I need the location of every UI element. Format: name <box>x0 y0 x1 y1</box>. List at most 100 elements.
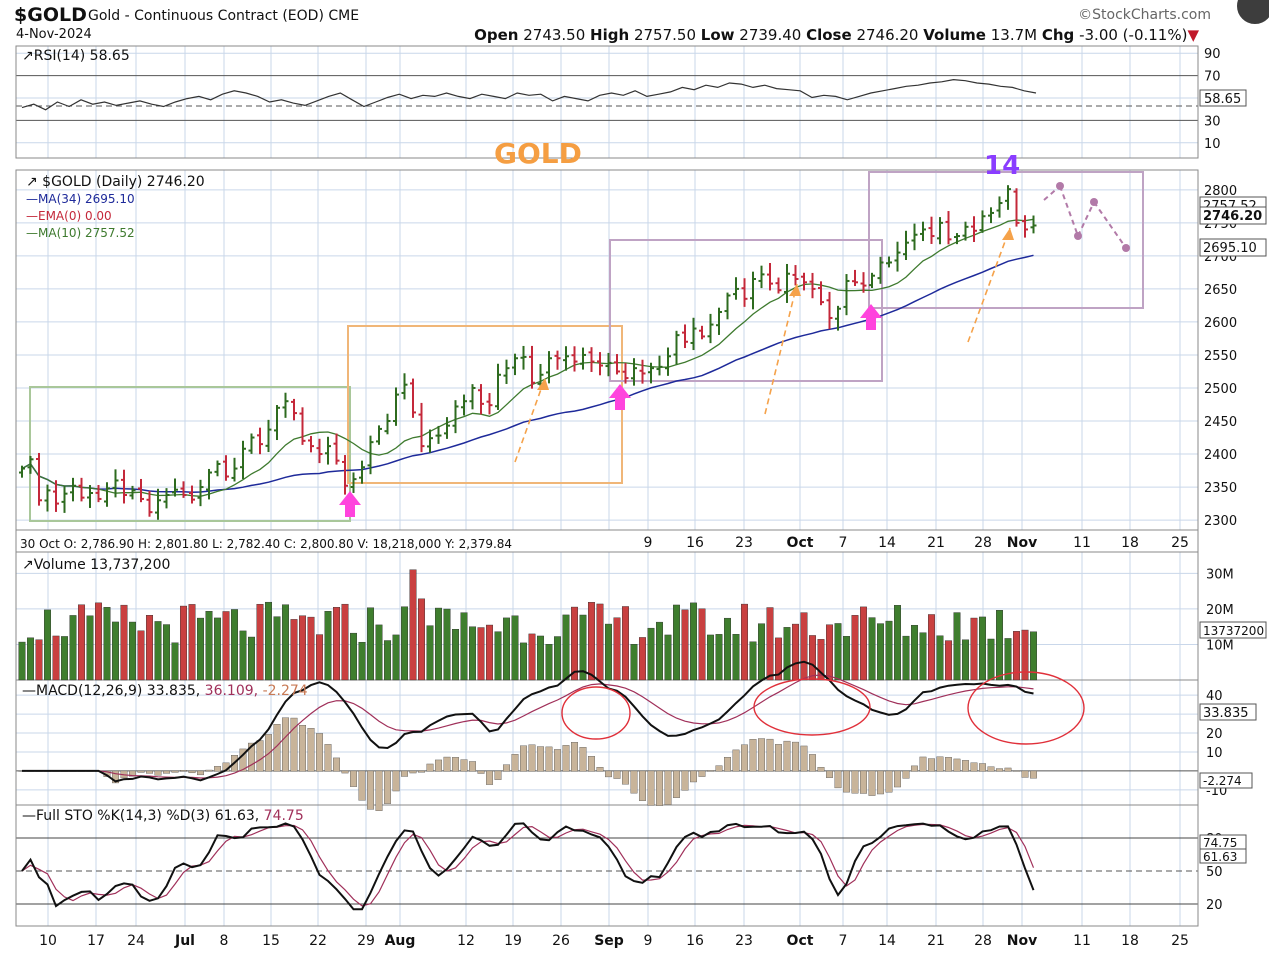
price-tick-label: 2300 <box>1204 514 1237 529</box>
price-bar <box>172 478 178 497</box>
macd-hist-bar <box>596 767 604 772</box>
gold-annotation: GOLD <box>494 137 582 170</box>
price-bar <box>214 460 221 477</box>
volume-legend: ↗Volume 13,737,200 <box>22 557 170 573</box>
price-bar <box>682 324 688 349</box>
volume-bar <box>1013 631 1021 681</box>
macd-hist-bar <box>868 770 876 796</box>
macd-hist-bar <box>953 758 961 772</box>
price-bar <box>112 469 119 498</box>
price-bar <box>180 481 187 498</box>
volume-bar <box>996 610 1004 681</box>
price-bar <box>818 281 824 306</box>
volume-bar <box>494 631 502 681</box>
macd-hist-bar <box>290 717 298 772</box>
macd-hist-bar <box>732 749 740 772</box>
price-bar <box>597 352 603 376</box>
volume-bar <box>605 623 613 681</box>
price-bar <box>784 263 790 303</box>
macd-hist-bar <box>630 770 638 794</box>
macd-hist-bar <box>213 766 221 772</box>
macd-hist-bar <box>970 762 978 772</box>
macd-tick-label: 10 <box>1206 746 1223 761</box>
price-bar <box>945 211 952 245</box>
macd-hist-bar <box>367 770 375 810</box>
macd-hist-bar <box>928 758 936 772</box>
volume-bar <box>537 635 545 681</box>
macd-highlight-circle <box>561 686 631 740</box>
price-bar <box>121 469 127 504</box>
volume-bar <box>213 617 221 681</box>
macd-hist-bar <box>605 770 613 778</box>
volume-bar <box>571 606 579 681</box>
macd-hist-bar <box>715 765 723 772</box>
bottom-x-label: 10 <box>39 933 57 949</box>
macd-hist-bar <box>766 738 774 772</box>
volume-bar <box>511 615 519 681</box>
price-bar <box>801 272 807 291</box>
macd-hist-bar <box>562 745 570 772</box>
macd-hist-bar <box>885 770 893 793</box>
volume-bar <box>775 637 783 681</box>
price-bar <box>231 457 238 482</box>
volume-bar <box>265 601 273 681</box>
sto-k-label: 74.75 <box>1203 836 1237 850</box>
volume-bar <box>256 603 264 681</box>
volume-bar <box>426 625 434 681</box>
volume-bar <box>179 605 187 681</box>
price-x-label: 28 <box>974 535 992 551</box>
price-bar <box>954 233 960 245</box>
price-bar <box>486 393 493 415</box>
symbol-title: $GOLD <box>14 4 87 26</box>
price-bar <box>469 384 476 410</box>
macd-hist-bar <box>316 733 324 772</box>
sto-k-line <box>21 822 1035 911</box>
volume-bar <box>800 612 808 681</box>
macd-hist-bar <box>239 748 247 772</box>
volume-bar <box>520 642 528 681</box>
macd-hist-bar <box>775 744 783 772</box>
volume-bar <box>749 641 757 681</box>
price-bar <box>588 347 595 372</box>
price-bar <box>928 216 935 244</box>
volume-bar <box>919 632 927 681</box>
rsi-tick-label: 70 <box>1204 70 1221 85</box>
price-bar <box>563 346 569 371</box>
trend-arrow <box>967 227 1011 343</box>
bottom-x-label: 14 <box>878 933 896 949</box>
price-bar <box>852 269 858 287</box>
price-bar <box>274 405 280 441</box>
macd-hist-bar <box>792 741 800 772</box>
price-bar <box>716 307 722 335</box>
volume-bar <box>341 603 349 681</box>
bottom-x-label: 12 <box>457 933 475 949</box>
volume-bar <box>911 624 919 681</box>
bottom-x-label: 16 <box>686 933 704 949</box>
price-bar <box>554 350 561 370</box>
volume-bar <box>647 627 655 681</box>
volume-bar <box>783 627 791 681</box>
volume-bar <box>18 641 26 681</box>
volume-bar <box>562 614 570 681</box>
macd-hist-bar <box>1013 770 1021 772</box>
volume-bar <box>860 606 868 681</box>
macd-hist-bar <box>511 754 519 772</box>
macd-hist-bar <box>741 744 749 772</box>
volume-bar <box>86 615 94 681</box>
price-bar <box>342 455 348 495</box>
macd-hist-bar <box>936 756 944 772</box>
price-legend-item: —MA(10) 2757.52 <box>26 226 135 240</box>
bottom-x-label: 9 <box>644 933 653 949</box>
trend-arrowhead <box>1002 228 1014 240</box>
volume-bar <box>1004 638 1012 681</box>
price-bar <box>835 305 841 331</box>
volume-bar <box>1021 629 1029 681</box>
trend-arrow <box>764 283 798 415</box>
price-x-label: 9 <box>644 535 653 551</box>
price-bar <box>410 378 416 418</box>
price-x-label: 18 <box>1121 535 1139 551</box>
chart-date: 4-Nov-2024 <box>16 27 92 42</box>
volume-bar <box>367 607 375 681</box>
macd-hist-bar <box>656 770 664 806</box>
price-bar <box>78 477 85 502</box>
